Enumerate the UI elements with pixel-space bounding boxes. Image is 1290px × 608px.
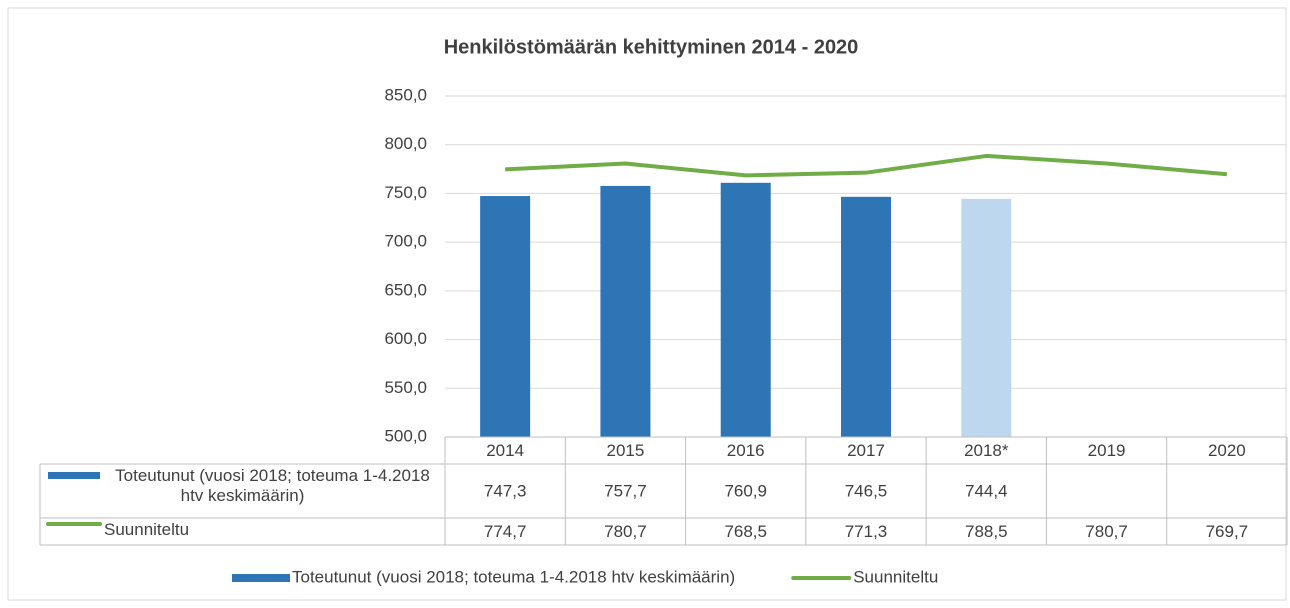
row-header: Toteutunut (vuosi 2018; toteuma 1-4.2018… [115,466,430,505]
row-header-text: Toteutunut (vuosi 2018; toteuma 1-4.2018… [115,466,430,505]
table-value: 788,5 [965,522,1008,541]
bar [480,196,531,437]
y-tick-label: 500,0 [384,426,427,445]
row-header: Suunniteltu [104,520,190,539]
y-tick-label: 550,0 [384,378,427,397]
y-tick-label: 600,0 [384,329,427,348]
bar [841,196,891,437]
x-tick-label: 2019 [1088,441,1126,460]
table-value: 768,5 [724,522,767,541]
y-tick-label: 750,0 [384,183,427,202]
x-tick-label: 2014 [486,441,524,460]
legend-label: Suunniteltu [853,567,938,586]
table-value: 760,9 [724,481,767,500]
table-value: 744,4 [965,481,1008,500]
table-value: 771,3 [845,522,888,541]
line-series [505,153,1228,178]
bar [961,198,1012,437]
chart-title: Henkilöstömäärän kehittyminen 2014 - 202… [444,36,859,58]
x-tick-label: 2015 [607,441,645,460]
legend-label: Toteutunut (vuosi 2018; toteuma 1-4.2018… [292,567,735,586]
table-value: 747,3 [484,481,527,500]
table-value: 746,5 [845,481,888,500]
x-tick-label: 2016 [727,441,765,460]
y-tick-label: 800,0 [384,134,427,153]
legend-key [232,574,290,582]
table-value: 757,7 [604,481,647,500]
bar [600,185,651,437]
y-tick-label: 850,0 [384,85,427,104]
x-tick-label: 2018* [964,441,1009,460]
table-value: 780,7 [1085,522,1128,541]
x-tick-label: 2017 [847,441,885,460]
x-tick-label: 2020 [1208,441,1246,460]
row-header-text: Suunniteltu [104,520,190,539]
y-tick-label: 650,0 [384,280,427,299]
bar [720,182,771,437]
table-value: 780,7 [604,522,647,541]
y-tick-label: 700,0 [384,232,427,251]
table-value: 769,7 [1206,522,1249,541]
table-value: 774,7 [484,522,527,541]
legend-key [48,472,100,479]
